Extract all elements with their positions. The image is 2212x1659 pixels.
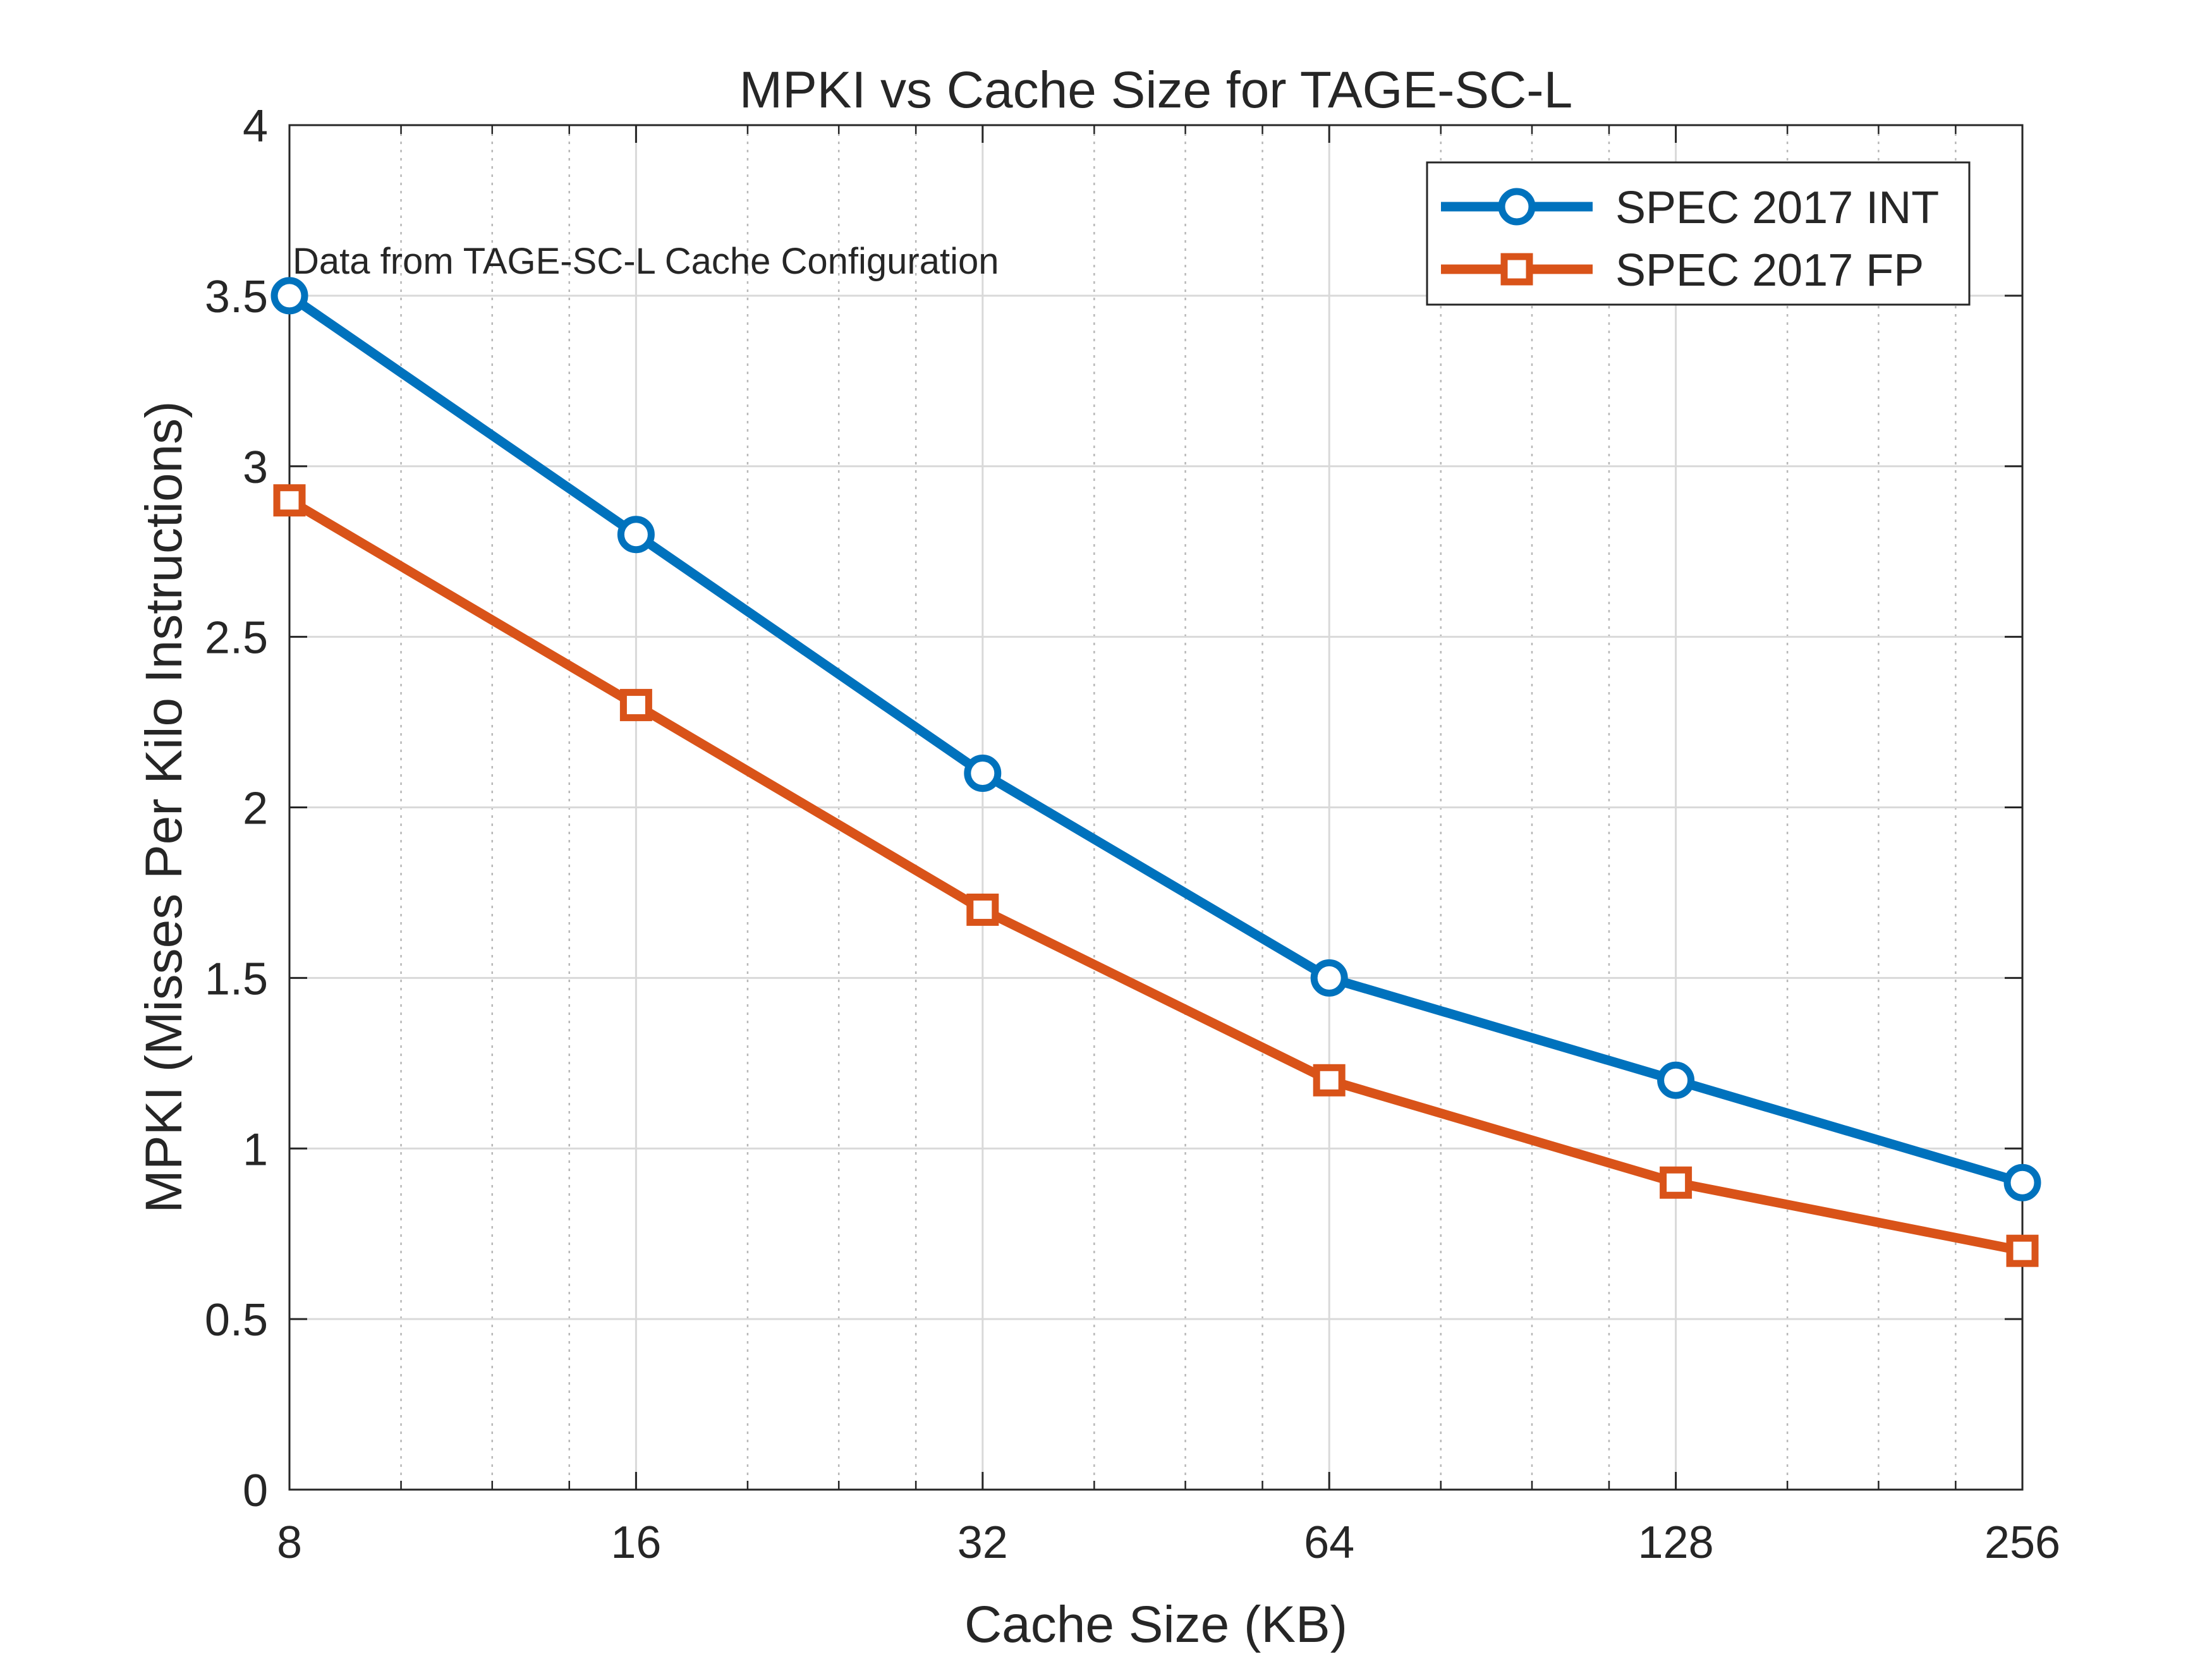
- legend-label: SPEC 2017 FP: [1615, 245, 1924, 296]
- y-tick-label: 1: [243, 1124, 268, 1175]
- legend-label: SPEC 2017 INT: [1615, 183, 1939, 233]
- y-tick-label: 1.5: [205, 954, 268, 1004]
- chart-title: MPKI vs Cache Size for TAGE-SC-L: [739, 61, 1572, 119]
- chart-annotation: Data from TAGE-SC-L Cache Configuration: [293, 241, 999, 282]
- data-point-square: [1660, 1166, 1692, 1199]
- x-axis-label: Cache Size (KB): [964, 1596, 1347, 1653]
- legend-marker-square: [1500, 253, 1533, 286]
- series-layer: [286, 291, 2024, 1256]
- data-point-circle: [1657, 1061, 1695, 1099]
- data-point-square: [966, 893, 999, 926]
- y-tick-label: 4: [243, 101, 268, 152]
- data-point-circle: [270, 277, 308, 315]
- y-axis-label: MPKI (Misses Per Kilo Instructions): [135, 401, 193, 1213]
- y-tick-label: 3.5: [205, 272, 268, 322]
- y-tick-label: 0.5: [205, 1295, 268, 1346]
- data-point-square: [273, 484, 306, 517]
- y-tick-label: 0: [243, 1466, 268, 1516]
- y-tick-label: 3: [243, 442, 268, 493]
- x-tick-label: 32: [957, 1517, 1008, 1568]
- x-tick-label: 16: [611, 1517, 661, 1568]
- data-point-square: [1313, 1064, 1346, 1097]
- markers: [270, 277, 2041, 1267]
- series-line: [287, 496, 2024, 1256]
- x-tick-label: 8: [277, 1517, 302, 1568]
- data-point-circle: [617, 516, 655, 554]
- x-tick-label: 128: [1638, 1517, 1714, 1568]
- data-point-square: [619, 689, 652, 722]
- data-point-circle: [2003, 1164, 2041, 1201]
- y-tick-label: 2: [243, 784, 268, 834]
- data-point-circle: [964, 755, 1002, 793]
- ticks: 8 16 32 64 128 256 0 0.5 1 1.5 2 2.5 3 3.5 4: [205, 101, 2060, 1568]
- y-tick-label: 2.5: [205, 613, 268, 664]
- series-line: [286, 291, 2024, 1188]
- x-tick-label: 256: [1984, 1517, 2060, 1568]
- x-tick-label: 64: [1304, 1517, 1354, 1568]
- data-point-circle: [1310, 959, 1348, 997]
- legend: SPEC 2017 INT SPEC 2017 FP: [1426, 161, 1971, 306]
- legend-marker-circle: [1498, 188, 1536, 226]
- data-point-square: [2006, 1234, 2039, 1267]
